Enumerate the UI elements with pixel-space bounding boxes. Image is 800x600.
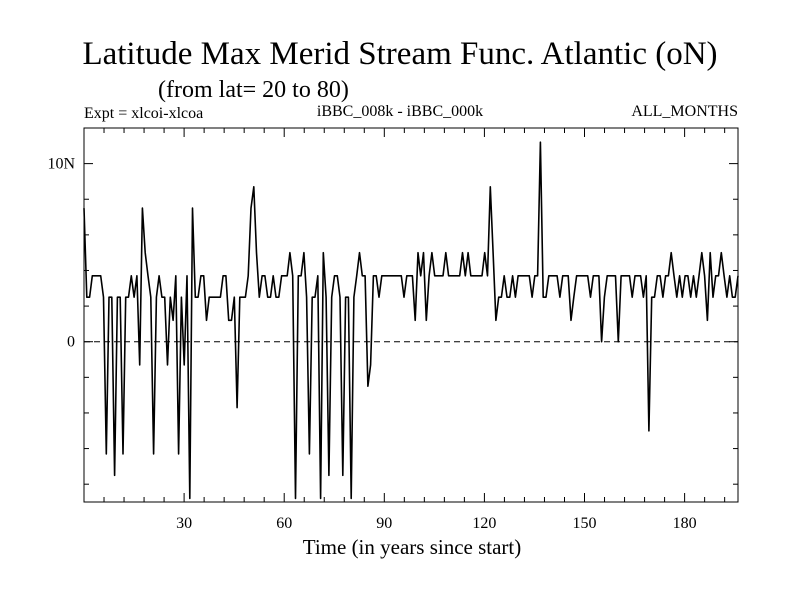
chart-title: Latitude Max Merid Stream Func. Atlantic… xyxy=(82,36,718,72)
months-label: ALL_MONTHS xyxy=(631,103,738,120)
series-layer xyxy=(83,141,739,500)
expt-label: Expt = xlcoi-xlcoa xyxy=(84,105,204,122)
plot-frame xyxy=(83,127,739,503)
y-tick-label: 0 xyxy=(67,334,75,351)
x-tick-label: 150 xyxy=(573,515,597,532)
chart-subtitle: (from lat= 20 to 80) xyxy=(158,77,349,103)
x-tick-label: 60 xyxy=(276,515,292,532)
plot-frame-layer xyxy=(83,127,739,503)
x-tick-label: 120 xyxy=(472,515,496,532)
experiment-label: iBBC_008k - iBBC_000k xyxy=(316,103,484,120)
x-tick-label: 180 xyxy=(673,515,697,532)
series-line xyxy=(83,141,739,500)
x-tick-label: 90 xyxy=(376,515,392,532)
y-tick-label: 10N xyxy=(47,156,75,173)
x-axis-label: Time (in years since start) xyxy=(303,535,522,559)
ticks-layer: 30 60 90 120 150 180 0 10N xyxy=(47,127,738,532)
x-tick-label: 30 xyxy=(176,515,192,532)
